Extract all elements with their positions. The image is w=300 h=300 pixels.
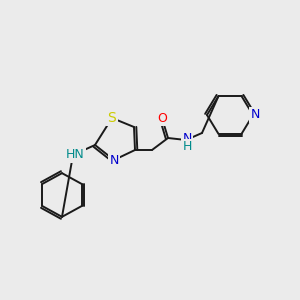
Text: N: N — [250, 109, 260, 122]
Text: H: H — [182, 140, 192, 154]
Text: N: N — [109, 154, 119, 166]
Text: HN: HN — [66, 148, 84, 161]
Text: S: S — [108, 111, 116, 125]
Text: N: N — [182, 131, 192, 145]
Text: O: O — [157, 112, 167, 124]
